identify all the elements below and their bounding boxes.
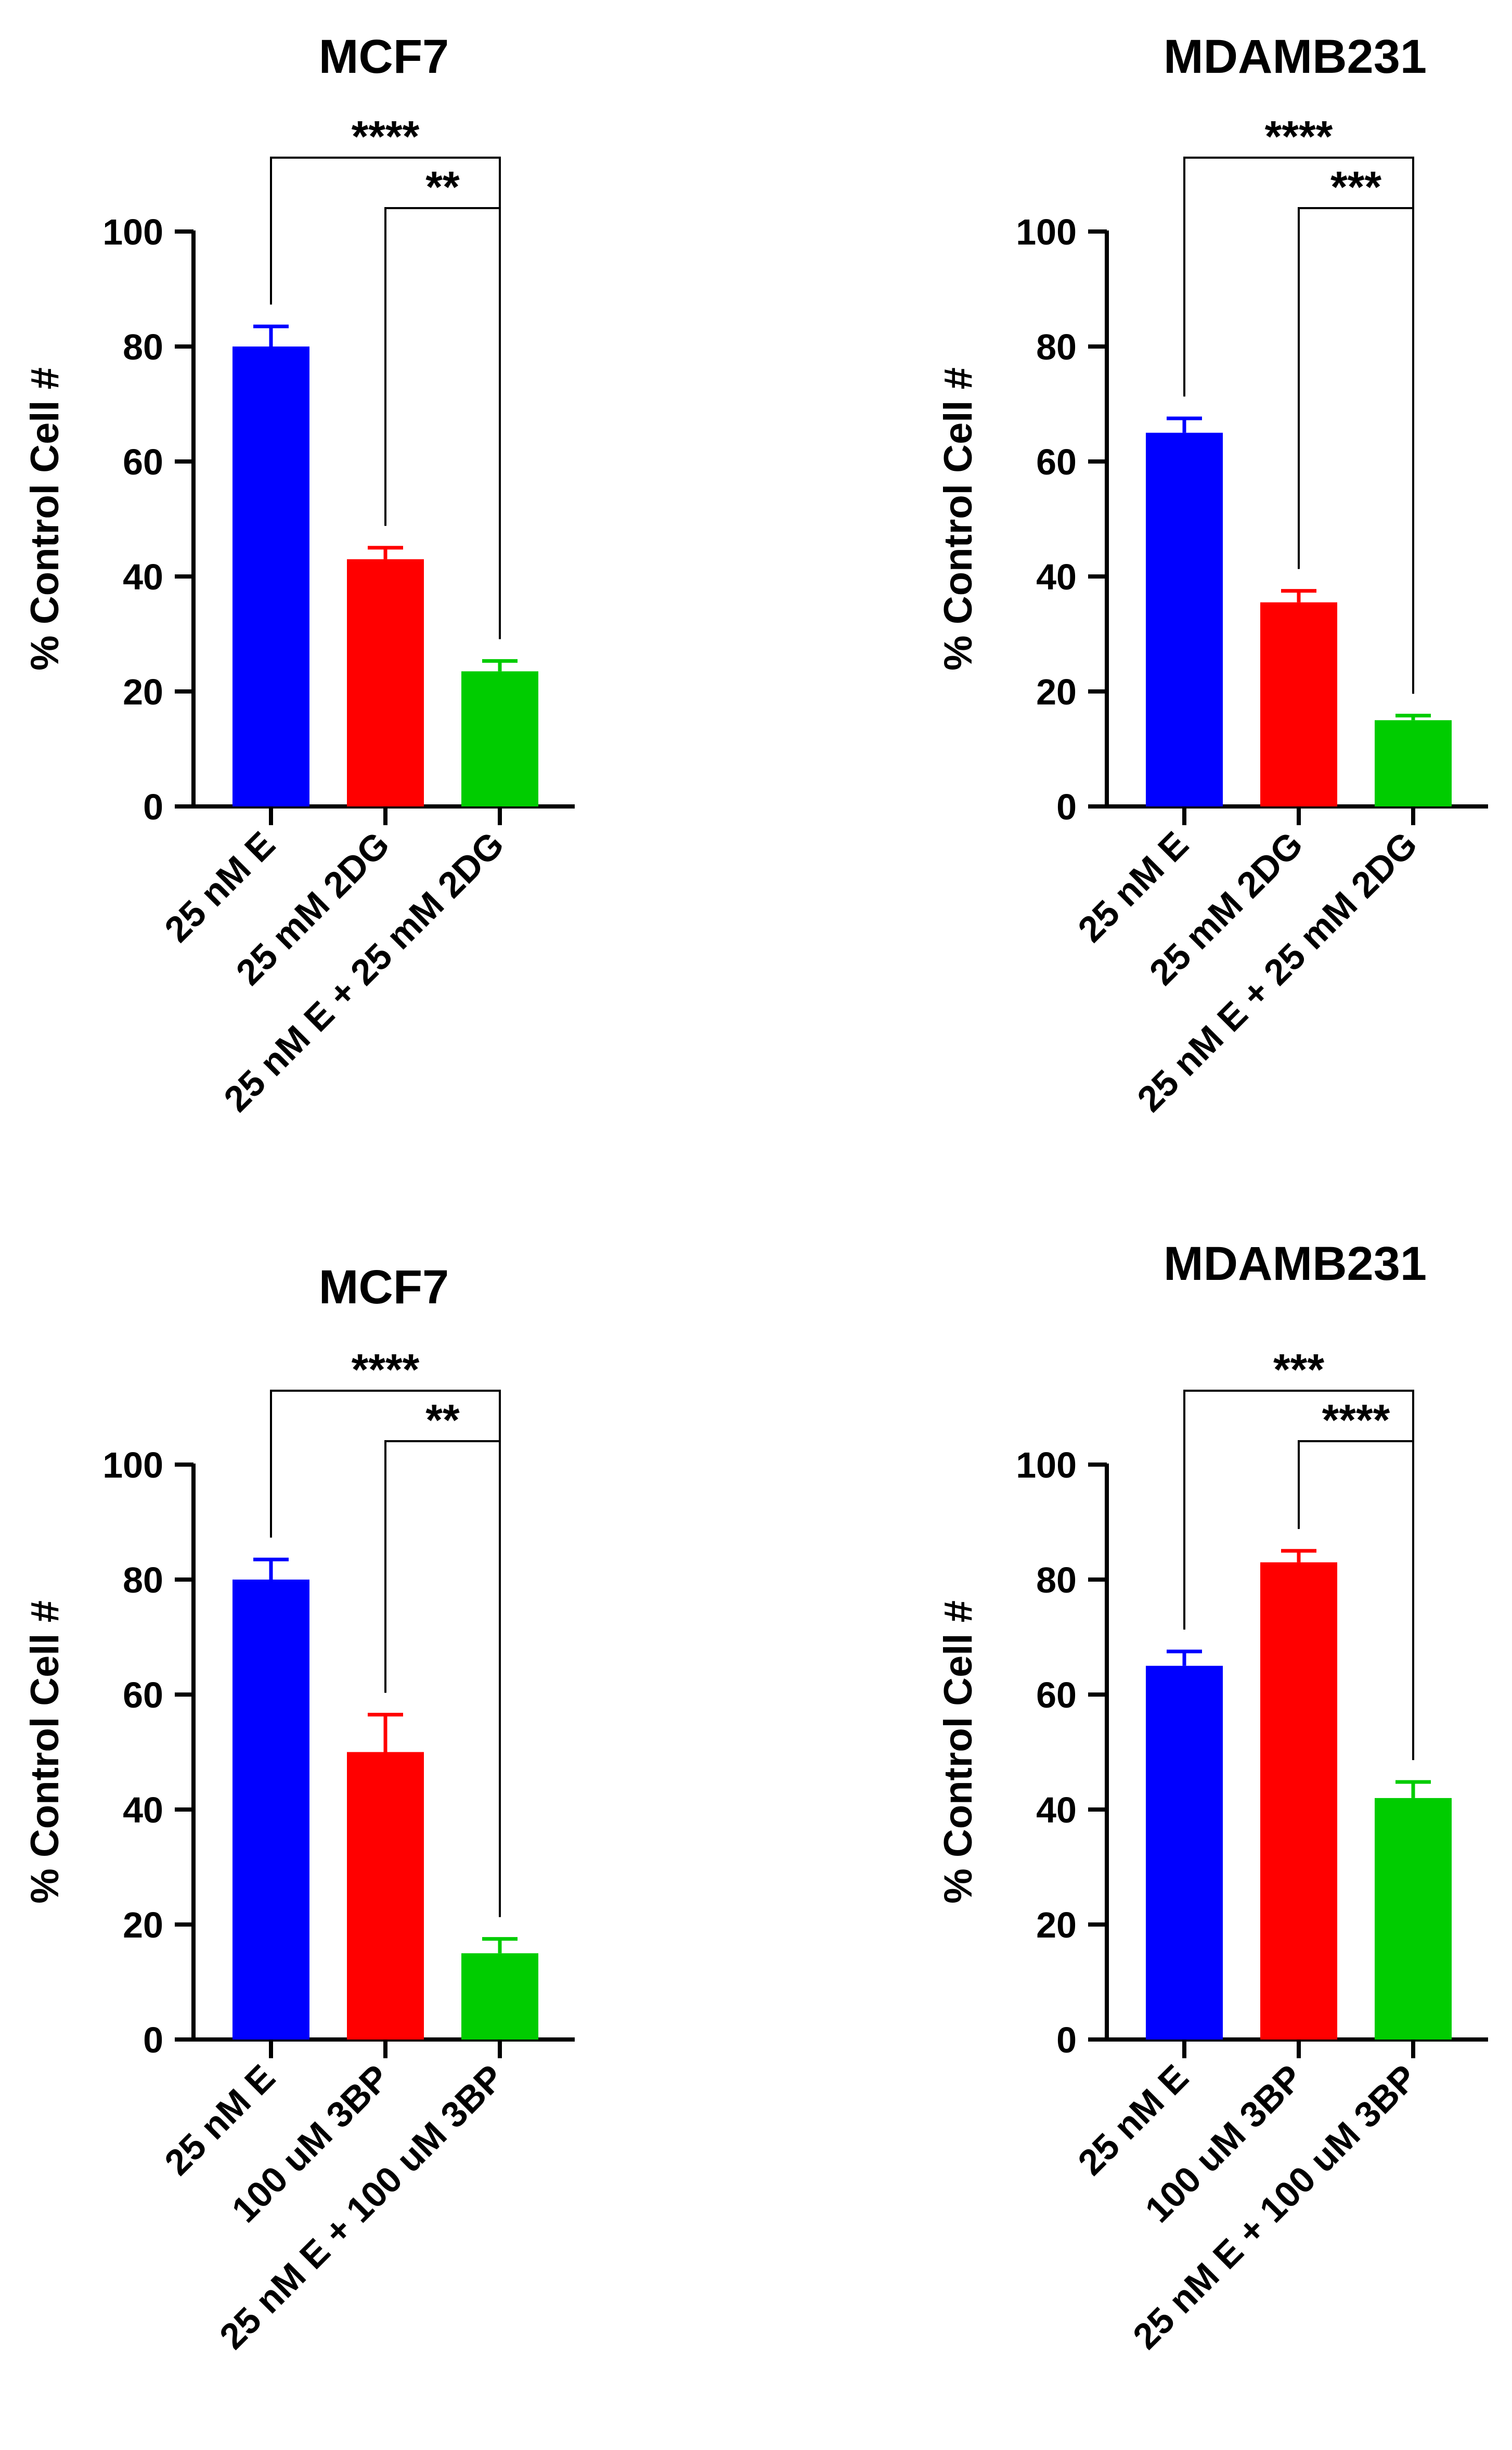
y-tick-label: 0 xyxy=(1056,787,1077,827)
y-tick-label: 80 xyxy=(123,1560,163,1600)
y-tick-label: 20 xyxy=(1036,1905,1077,1945)
chart-title: MDAMB231 xyxy=(1164,1237,1427,1290)
significance-bracket xyxy=(384,1440,501,1917)
significance-label: **** xyxy=(352,1345,420,1394)
y-tick-label: 40 xyxy=(1036,1790,1077,1830)
significance-label: ** xyxy=(425,162,460,211)
significance-label: **** xyxy=(1265,112,1333,161)
bar xyxy=(1375,1798,1452,2039)
y-tick-label: 100 xyxy=(102,212,163,252)
y-axis-label: % Control Cell # xyxy=(936,1600,980,1904)
y-axis-label: % Control Cell # xyxy=(936,367,980,671)
bar xyxy=(461,671,538,806)
y-axis-label: % Control Cell # xyxy=(23,1600,67,1904)
significance-bracket xyxy=(384,207,501,639)
chart-title: MDAMB231 xyxy=(1164,30,1427,83)
y-tick-label: 100 xyxy=(102,1445,163,1485)
y-tick-label: 20 xyxy=(1036,672,1077,712)
y-tick-label: 20 xyxy=(123,672,163,712)
significance-label: **** xyxy=(1322,1395,1390,1444)
bar xyxy=(1375,720,1452,806)
y-tick-label: 0 xyxy=(143,787,163,827)
y-tick-label: 0 xyxy=(143,2020,163,2060)
y-tick-label: 20 xyxy=(123,1905,163,1945)
bar xyxy=(1260,1562,1337,2039)
bar xyxy=(1146,1665,1223,2039)
bar xyxy=(461,1953,538,2039)
y-tick-label: 0 xyxy=(1056,2020,1077,2060)
y-tick-label: 100 xyxy=(1016,1445,1077,1485)
chart-title: MCF7 xyxy=(319,1261,449,1314)
y-tick-label: 80 xyxy=(1036,327,1077,367)
y-axis-label: % Control Cell # xyxy=(23,367,67,671)
y-tick-label: 60 xyxy=(123,442,163,482)
y-tick-label: 40 xyxy=(1036,557,1077,597)
significance-label: ** xyxy=(425,1395,460,1444)
y-tick-label: 40 xyxy=(123,1790,163,1830)
y-tick-label: 80 xyxy=(123,327,163,367)
y-tick-label: 60 xyxy=(1036,1675,1077,1715)
chart-title: MCF7 xyxy=(319,30,449,83)
bar xyxy=(1260,602,1337,806)
significance-bracket xyxy=(1298,1440,1414,1760)
significance-label: *** xyxy=(1273,1345,1324,1394)
y-tick-label: 40 xyxy=(123,557,163,597)
bar xyxy=(347,559,424,806)
bar xyxy=(232,347,309,806)
y-tick-label: 60 xyxy=(123,1675,163,1715)
bar xyxy=(232,1580,309,2039)
significance-label: *** xyxy=(1330,162,1381,211)
significance-label: **** xyxy=(352,112,420,161)
bar xyxy=(347,1752,424,2039)
y-tick-label: 80 xyxy=(1036,1560,1077,1600)
y-tick-label: 60 xyxy=(1036,442,1077,482)
y-tick-label: 100 xyxy=(1016,212,1077,252)
significance-bracket xyxy=(1298,207,1414,694)
bar xyxy=(1146,432,1223,806)
